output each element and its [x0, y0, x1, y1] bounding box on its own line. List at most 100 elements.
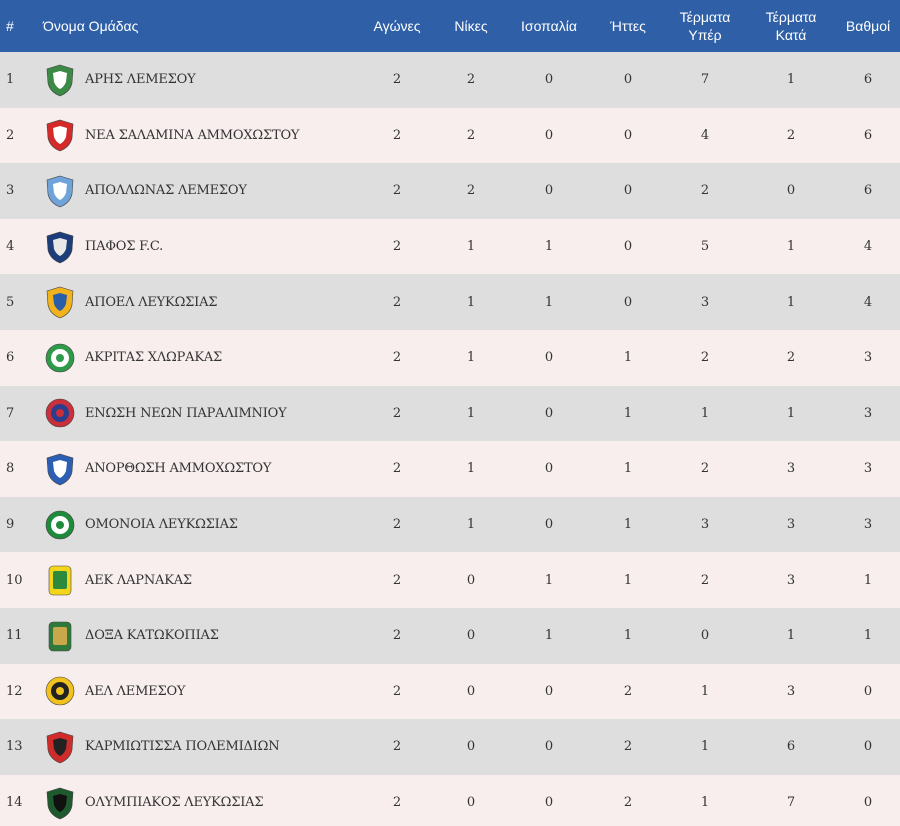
row-position: 7: [6, 405, 15, 421]
goals-for-value: 2: [700, 572, 710, 588]
anorthosis-crest-icon: [43, 451, 77, 487]
team-cell: ΚΑΡΜΙΩΤΙΣΣΑ ΠΟΛΕΜΙΔΙΩΝ: [40, 719, 358, 775]
points-value: 3: [863, 461, 873, 477]
goals-for-value: 2: [700, 461, 710, 477]
goals-against-value: 1: [786, 239, 796, 255]
team-link[interactable]: ΟΜΟΝΟΙΑ ΛΕΥΚΩΣΙΑΣ: [43, 507, 358, 543]
team-link[interactable]: ΑΚΡΙΤΑΣ ΧΛΩΡΑΚΑΣ: [43, 340, 358, 376]
table-row: 8 ΑΝΟΡΘΩΣΗ ΑΜΜΟΧΩΣΤΟΥ 2 1 0 1 2 3 3: [0, 441, 900, 497]
played-value: 2: [392, 739, 402, 755]
goals-for-value: 0: [700, 628, 710, 644]
team-link[interactable]: ΝΕΑ ΣΑΛΑΜΙΝΑ ΑΜΜΟΧΩΣΤΟΥ: [43, 117, 358, 153]
points-value: 3: [863, 517, 873, 533]
goals-against-value: 0: [786, 183, 796, 199]
team-cell: ΑΕΛ ΛΕΜΕΣΟΥ: [40, 664, 358, 720]
team-name: ΚΑΡΜΙΩΤΙΣΣΑ ΠΟΛΕΜΙΔΙΩΝ: [85, 739, 280, 755]
row-position: 8: [6, 461, 15, 477]
team-link[interactable]: ΑΕΚ ΛΑΡΝΑΚΑΣ: [43, 562, 358, 598]
olympiakos-nicosia-crest-icon: [43, 785, 77, 821]
team-cell: ΑΡΗΣ ΛΕΜΕΣΟΥ: [40, 52, 358, 108]
goals-for-value: 1: [700, 405, 710, 421]
team-link[interactable]: ΑΕΛ ΛΕΜΕΣΟΥ: [43, 673, 358, 709]
goals-against-value: 1: [786, 294, 796, 310]
table-row: 12 ΑΕΛ ΛΕΜΕΣΟΥ 2 0 0 2 1 3 0: [0, 663, 900, 720]
goals-against-value: 1: [786, 628, 796, 644]
team-cell: ΝΕΑ ΣΑΛΑΜΙΝΑ ΑΜΜΟΧΩΣΤΟΥ: [40, 108, 358, 164]
table-row: 9 ΟΜΟΝΟΙΑ ΛΕΥΚΩΣΙΑΣ 2 1 0 1 3 3 3: [0, 496, 900, 553]
goals-for-value: 3: [700, 517, 710, 533]
header-points[interactable]: Βαθμοί: [845, 18, 891, 34]
goals-for-value: 3: [700, 294, 710, 310]
aris-limassol-crest-icon: [43, 62, 77, 98]
omonoia-crest-icon: [43, 507, 77, 543]
points-value: 4: [863, 239, 873, 255]
goals-for-value: 2: [700, 183, 710, 199]
team-cell: ΑΠΟΛΛΩΝΑΣ ΛΕΜΕΣΟΥ: [40, 163, 358, 219]
header-goals-for[interactable]: Τέρματα Υπέρ: [664, 0, 746, 52]
goals-for-value: 2: [700, 350, 710, 366]
row-position: 13: [6, 739, 23, 755]
losses-value: 1: [623, 405, 633, 421]
team-link[interactable]: ΠΑΦΟΣ F.C.: [43, 229, 358, 265]
doxa-katokopias-crest-icon: [43, 618, 77, 654]
header-team-name[interactable]: Όνομα Ομάδας: [43, 18, 139, 34]
goals-against-value: 3: [786, 572, 796, 588]
draws-value: 1: [544, 572, 554, 588]
wins-value: 1: [466, 294, 476, 310]
team-link[interactable]: ΚΑΡΜΙΩΤΙΣΣΑ ΠΟΛΕΜΙΔΙΩΝ: [43, 729, 358, 765]
team-link[interactable]: ΔΟΞΑ ΚΑΤΩΚΟΠΙΑΣ: [43, 618, 358, 654]
row-position: 10: [6, 572, 23, 588]
points-value: 1: [863, 628, 873, 644]
wins-value: 0: [466, 628, 476, 644]
team-name: ΔΟΞΑ ΚΑΤΩΚΟΠΙΑΣ: [85, 628, 219, 644]
header-wins[interactable]: Νίκες: [454, 18, 488, 34]
team-link[interactable]: ΑΡΗΣ ΛΕΜΕΣΟΥ: [43, 62, 358, 98]
table-row: 11 ΔΟΞΑ ΚΑΤΩΚΟΠΙΑΣ 2 0 1 1 0 1 1: [0, 607, 900, 664]
header-played[interactable]: Αγώνες: [373, 18, 421, 34]
team-link[interactable]: ΑΠΟΛΛΩΝΑΣ ΛΕΜΕΣΟΥ: [43, 173, 358, 209]
header-goals-against-line2: Κατά: [775, 27, 807, 43]
draws-value: 1: [544, 628, 554, 644]
points-value: 4: [863, 294, 873, 310]
team-name: ΝΕΑ ΣΑΛΑΜΙΝΑ ΑΜΜΟΧΩΣΤΟΥ: [85, 127, 300, 143]
team-link[interactable]: ΑΠΟΕΛ ΛΕΥΚΩΣΙΑΣ: [43, 284, 358, 320]
goals-for-value: 1: [700, 795, 710, 811]
header-draws[interactable]: Ισοπαλία: [521, 18, 577, 34]
wins-value: 2: [466, 183, 476, 199]
losses-value: 2: [623, 683, 633, 699]
goals-for-value: 4: [700, 127, 710, 143]
wins-value: 1: [466, 461, 476, 477]
team-name: ΑΠΟΛΛΩΝΑΣ ΛΕΜΕΣΟΥ: [85, 183, 247, 199]
team-link[interactable]: ΑΝΟΡΘΩΣΗ ΑΜΜΟΧΩΣΤΟΥ: [43, 451, 358, 487]
row-position: 4: [6, 239, 15, 255]
points-value: 0: [863, 739, 873, 755]
team-link[interactable]: ΟΛΥΜΠΙΑΚΟΣ ΛΕΥΚΩΣΙΑΣ: [43, 785, 358, 821]
goals-against-value: 1: [786, 405, 796, 421]
played-value: 2: [392, 628, 402, 644]
team-link[interactable]: ΕΝΩΣΗ ΝΕΩΝ ΠΑΡΑΛΙΜΝΙΟΥ: [43, 395, 358, 431]
played-value: 2: [392, 461, 402, 477]
team-name: ΑΕΛ ΛΕΜΕΣΟΥ: [85, 683, 186, 699]
table-row: 14 ΟΛΥΜΠΙΑΚΟΣ ΛΕΥΚΩΣΙΑΣ 2 0 0 2 1 7 0: [0, 774, 900, 826]
header-position[interactable]: #: [6, 18, 14, 34]
team-name: ΑΝΟΡΘΩΣΗ ΑΜΜΟΧΩΣΤΟΥ: [85, 461, 272, 477]
draws-value: 0: [544, 683, 554, 699]
wins-value: 0: [466, 739, 476, 755]
table-row: 1 ΑΡΗΣ ΛΕΜΕΣΟΥ 2 2 0 0 7 1 6: [0, 52, 900, 108]
team-name: ΑΕΚ ΛΑΡΝΑΚΑΣ: [85, 572, 192, 588]
played-value: 2: [392, 683, 402, 699]
goals-against-value: 2: [786, 127, 796, 143]
team-name: ΑΚΡΙΤΑΣ ΧΛΩΡΑΚΑΣ: [85, 350, 223, 366]
losses-value: 1: [623, 517, 633, 533]
points-value: 0: [863, 683, 873, 699]
team-cell: ΑΚΡΙΤΑΣ ΧΛΩΡΑΚΑΣ: [40, 330, 358, 386]
row-position: 1: [6, 72, 15, 88]
header-losses[interactable]: Ήττες: [610, 18, 646, 34]
draws-value: 0: [544, 350, 554, 366]
team-name: ΕΝΩΣΗ ΝΕΩΝ ΠΑΡΑΛΙΜΝΙΟΥ: [85, 405, 287, 421]
aek-larnaca-crest-icon: [43, 562, 77, 598]
header-goals-against[interactable]: Τέρματα Κατά: [746, 0, 836, 52]
wins-value: 0: [466, 572, 476, 588]
row-position: 14: [6, 795, 23, 811]
